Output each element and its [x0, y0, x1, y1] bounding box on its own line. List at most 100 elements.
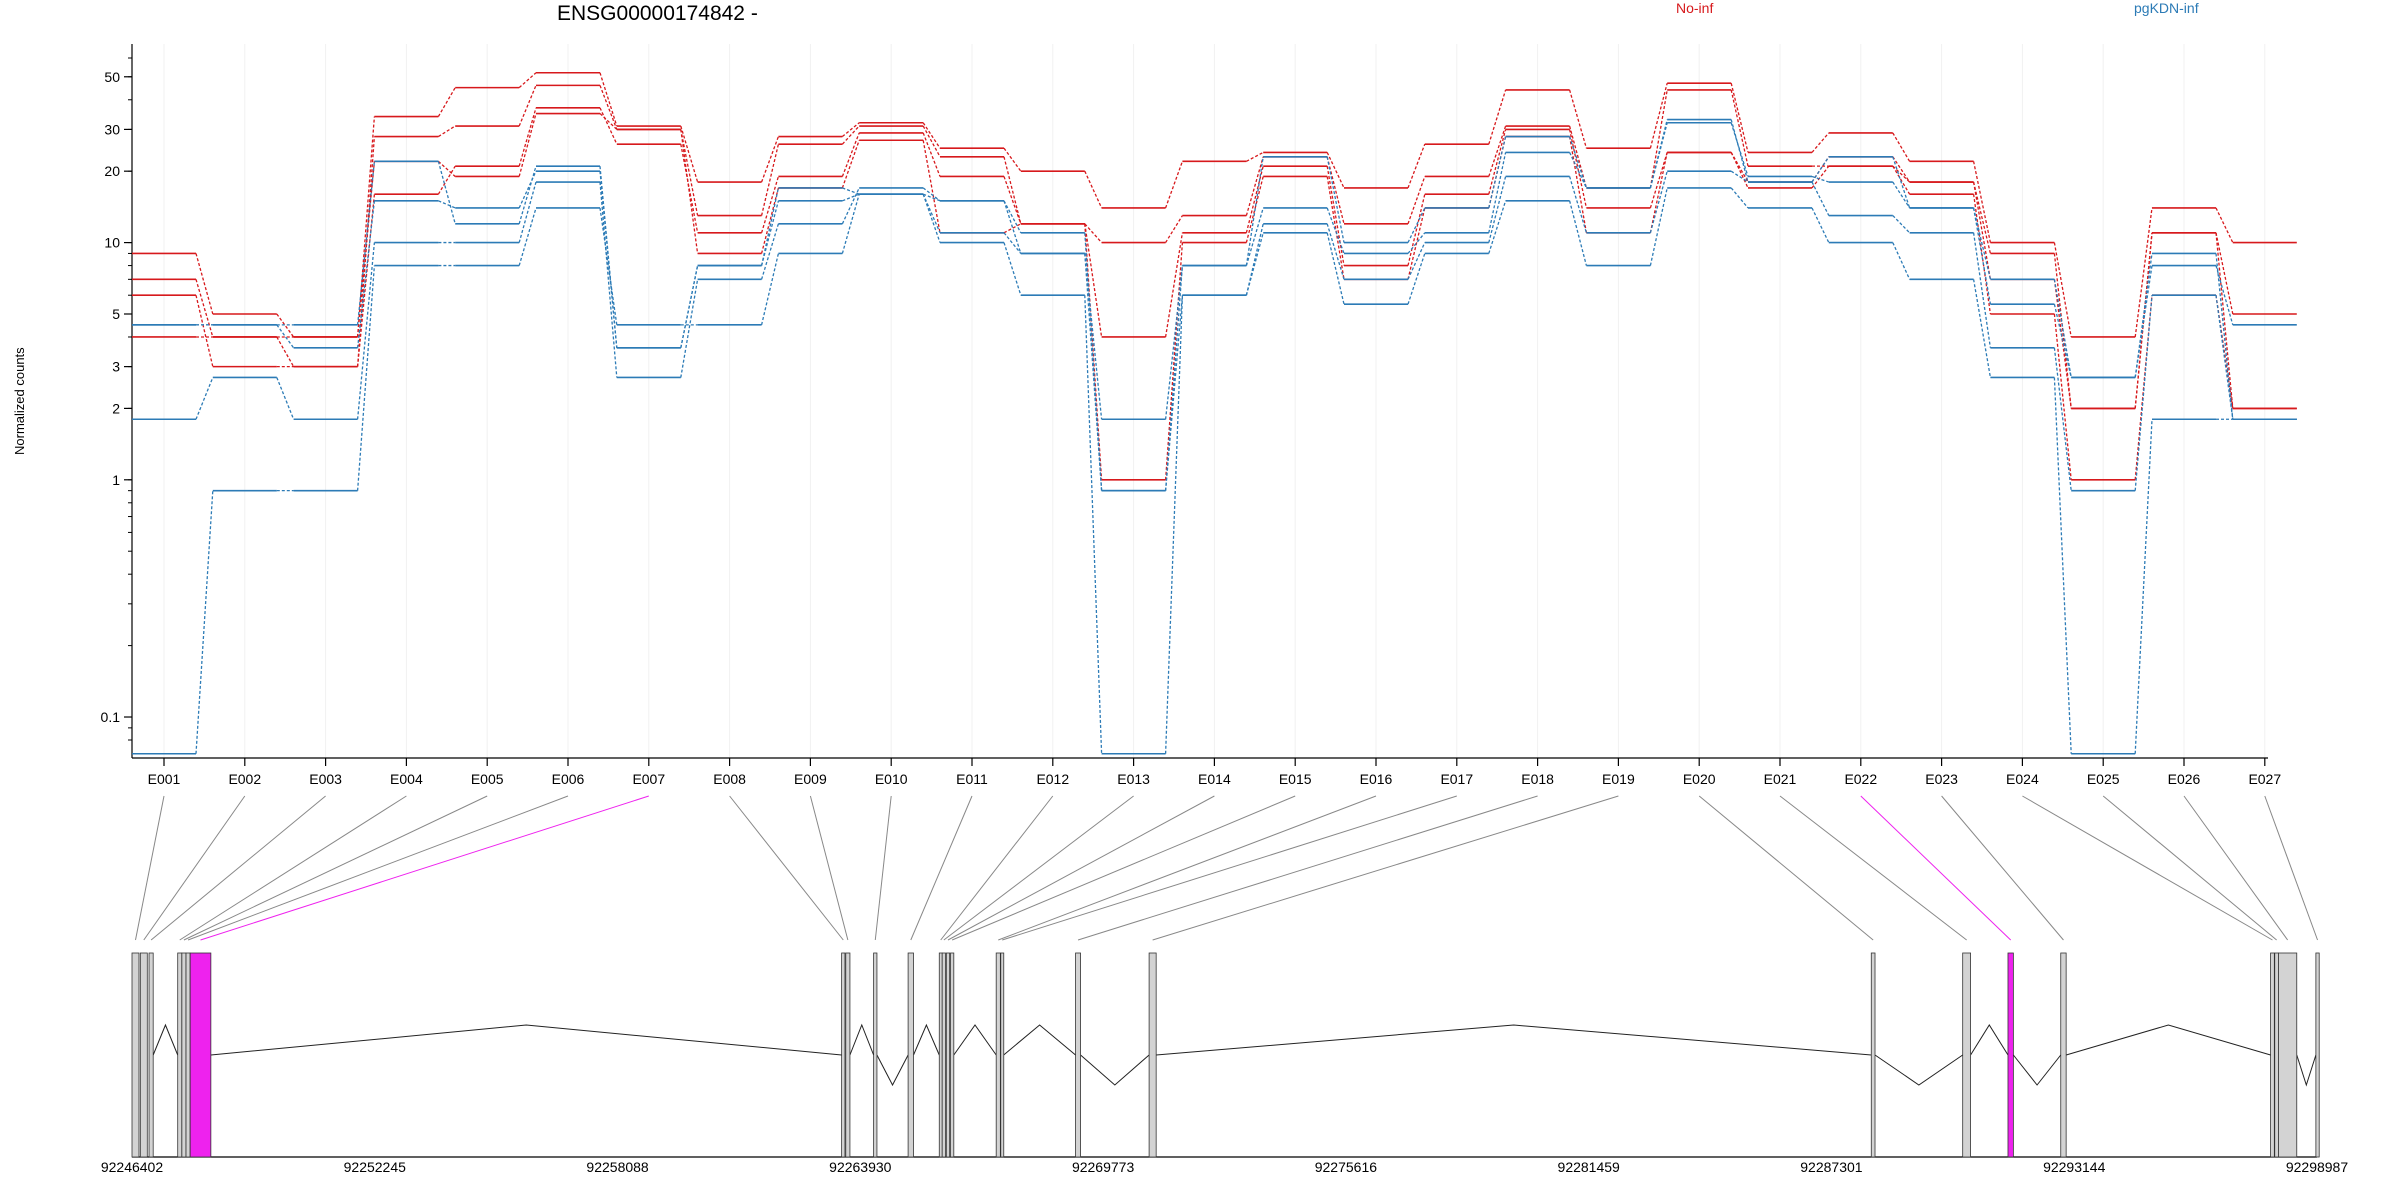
series-connector	[195, 490, 214, 754]
y-tick-label: 1	[112, 472, 120, 488]
series-connector	[760, 136, 780, 183]
series-connector	[1892, 181, 1911, 209]
series-connector	[1326, 166, 1345, 266]
exon-box	[2060, 952, 2067, 1158]
x-tick-label: E022	[1844, 771, 1877, 787]
x-tick-label: E020	[1683, 771, 1716, 787]
exon-box	[148, 952, 154, 1158]
x-tick-label: E012	[1036, 771, 1069, 787]
series-connector	[1730, 119, 1749, 183]
series-connector	[1084, 170, 1103, 209]
y-tick-label: 10	[104, 235, 120, 251]
series-connector	[1245, 165, 1264, 233]
series-no-inf	[132, 71, 2297, 338]
series-connector	[1972, 181, 1992, 254]
exon-connector	[150, 795, 326, 941]
series-connector	[1892, 156, 1911, 209]
series-connector	[2134, 207, 2153, 338]
series-connector	[1488, 89, 1507, 145]
x-tick-label: E003	[309, 771, 342, 787]
series-connector	[841, 193, 860, 254]
series-connector	[1892, 165, 1911, 183]
series-connector	[922, 187, 941, 202]
series-connector	[1245, 232, 1264, 296]
series-connector	[2215, 253, 2234, 420]
series-connector	[922, 140, 941, 233]
series-connector	[1811, 207, 1830, 243]
x-tick-label: E024	[2006, 771, 2039, 787]
series-connector	[680, 279, 699, 378]
series-connector	[760, 223, 780, 280]
series-connector	[1003, 232, 1022, 254]
series-connector	[2134, 253, 2153, 378]
series-connector	[1326, 176, 1345, 280]
exon-box	[995, 952, 1001, 1158]
exon-connector	[187, 795, 569, 941]
series-connector	[437, 165, 456, 195]
series-connector	[922, 125, 941, 158]
x-tick-label: E021	[1764, 771, 1797, 787]
series-connector	[1488, 125, 1507, 177]
x-tick-label: E002	[228, 771, 261, 787]
intron	[2012, 1054, 2062, 1086]
x-tick-label: E004	[390, 771, 423, 787]
y-tick-label: 0.1	[101, 709, 121, 725]
series-connector	[2053, 279, 2072, 409]
exon-connector	[2102, 795, 2277, 941]
series-connector	[2134, 232, 2153, 409]
series-connector	[760, 187, 780, 254]
series-connector	[195, 279, 214, 338]
series-connector	[599, 207, 618, 325]
series-connector	[922, 122, 941, 149]
series-connector	[356, 116, 376, 338]
series-connector	[1488, 200, 1507, 254]
series-connector	[680, 144, 699, 233]
intron	[953, 1024, 997, 1056]
x-tick-label: E016	[1360, 771, 1393, 787]
exon-connector	[1698, 795, 1874, 941]
series-connector	[599, 113, 618, 130]
series-connector	[1165, 215, 1183, 243]
series-connector	[2053, 242, 2072, 338]
series-connector	[2053, 377, 2072, 754]
series-connector	[842, 193, 860, 202]
exon-connector	[943, 795, 1134, 941]
series-connector	[1407, 194, 1426, 266]
legend-no-inf: No-inf	[1676, 0, 1714, 16]
series-connector	[1407, 176, 1426, 225]
series-connector	[2053, 347, 2072, 491]
exon-box	[1075, 952, 1081, 1158]
exon-connector	[2264, 795, 2319, 941]
x-tick-label: E010	[875, 771, 908, 787]
exon-box	[2274, 952, 2279, 1158]
series-connector	[437, 160, 456, 177]
series-connector	[437, 161, 456, 224]
series-connector	[518, 165, 537, 224]
series-connector	[1649, 82, 1668, 149]
exon-connector	[1152, 795, 1619, 941]
series-connector	[356, 242, 376, 420]
exon-connector	[874, 795, 892, 941]
series-connector	[1730, 152, 1749, 189]
x-tick-label: E026	[2168, 771, 2201, 787]
x-tick-label: E018	[1521, 771, 1554, 787]
x-tick-label: E013	[1117, 771, 1150, 787]
x-tick-label: E001	[148, 771, 181, 787]
series-connector	[1892, 156, 1911, 183]
genomic-tick-label: 92275616	[1315, 1159, 1378, 1175]
exon-connector	[910, 795, 973, 941]
y-tick-label: 30	[104, 121, 120, 137]
legend-pgkdn-inf: pgKDN-inf	[2134, 0, 2199, 16]
exon-box	[177, 952, 183, 1158]
series-connector	[2134, 295, 2153, 480]
series-connector	[1972, 232, 1992, 348]
series-connector	[1326, 152, 1345, 189]
intron	[1874, 1054, 1963, 1086]
x-tick-label: E007	[632, 771, 665, 787]
y-tick-label: 2	[112, 400, 120, 416]
genomic-tick-label: 92258088	[586, 1159, 649, 1175]
exon-box	[841, 952, 846, 1158]
series-connector	[1892, 165, 1911, 195]
series-connector	[841, 132, 860, 177]
